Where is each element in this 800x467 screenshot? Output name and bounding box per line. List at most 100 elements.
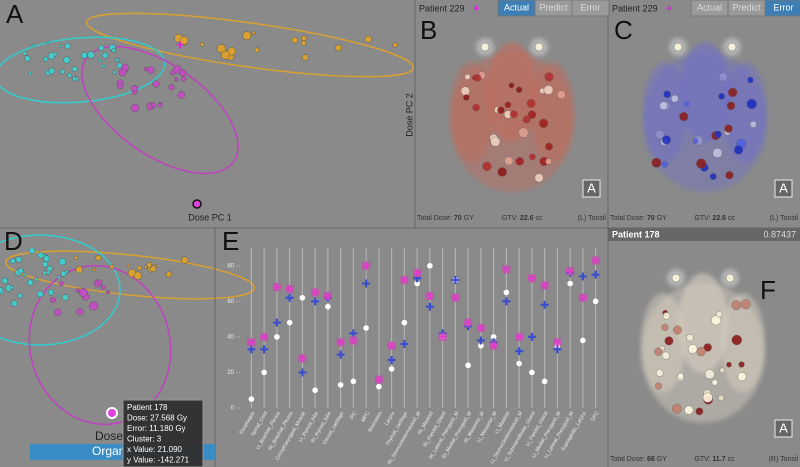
- patient-dot: [56, 294, 61, 298]
- organ-dot: [687, 344, 698, 354]
- dose-cross: [591, 256, 600, 265]
- y-tick-label: 80: [227, 263, 234, 269]
- cross: [553, 338, 562, 347]
- organ-button-label[interactable]: Organ: [92, 444, 125, 458]
- patient-dot: [111, 48, 117, 53]
- view-tab[interactable]: [764, 0, 800, 17]
- dose-cross: [540, 281, 549, 290]
- patient-dot: [97, 58, 102, 63]
- view-tab-label[interactable]: Error: [581, 2, 601, 12]
- footer-part: GTV:: [694, 456, 710, 463]
- footer-part: GTV:: [694, 215, 710, 222]
- organ-dot: [472, 103, 481, 112]
- organ-dot: [677, 372, 684, 380]
- organ-dot: [717, 394, 725, 402]
- patient-dot: [58, 44, 63, 49]
- cross: [298, 354, 307, 363]
- dose-cross: [515, 332, 524, 341]
- tooltip-line: y Value: -142.271: [127, 456, 190, 465]
- cross: [566, 267, 575, 276]
- cross: [349, 329, 358, 338]
- cross: [527, 332, 536, 341]
- cross: [260, 345, 269, 354]
- organ-dot: [527, 110, 537, 119]
- patient-dot: [149, 265, 157, 273]
- cross: [578, 293, 587, 302]
- patient-dot: [47, 52, 56, 60]
- organ-dot: [490, 136, 501, 147]
- cross: [438, 332, 447, 341]
- actual-dose: [286, 319, 293, 326]
- cross: [489, 341, 498, 350]
- organ-shape: [450, 62, 494, 162]
- organ-dot: [545, 158, 552, 165]
- organ-dot: [538, 118, 549, 129]
- organ-shape: [530, 62, 574, 162]
- cross: [272, 283, 281, 292]
- patient-dot: [254, 47, 260, 53]
- view-tab[interactable]: [571, 0, 610, 17]
- actual-dose: [465, 362, 471, 369]
- organ-dot: [683, 101, 690, 107]
- patient-dot: [60, 270, 67, 277]
- patient-dot: [46, 40, 51, 45]
- patient-dot: [42, 261, 49, 268]
- dose-cross: [591, 270, 600, 279]
- patient-dot: [301, 54, 309, 61]
- cross: [591, 256, 600, 265]
- patient-name: Patient 229: [612, 3, 658, 13]
- organ-dot: [719, 367, 725, 374]
- patient-dot: [43, 255, 50, 262]
- organ-dot: [655, 129, 665, 140]
- cluster-hull: [0, 36, 166, 104]
- footer-part: Total Dose:: [610, 215, 645, 222]
- organ-dot: [509, 110, 518, 119]
- organ-dot: [663, 90, 671, 99]
- view-tab-label[interactable]: Predict: [732, 2, 761, 12]
- actual-dose: [529, 369, 535, 376]
- organ-shape: [721, 293, 765, 393]
- organ-dot: [497, 106, 505, 114]
- organ-dot: [737, 372, 747, 382]
- x-axis-label: Dose PC 1: [188, 212, 232, 222]
- dose-cross: [311, 297, 320, 306]
- footer-part: cc: [535, 215, 543, 222]
- cross: [260, 332, 269, 341]
- actual-dose: [261, 369, 267, 376]
- actual-dose: [567, 280, 573, 287]
- organ-dot: [515, 157, 525, 166]
- dose-cross: [438, 332, 447, 341]
- actual-dose: [503, 289, 510, 296]
- view-tab-label[interactable]: Actual: [504, 2, 529, 12]
- organ-shape: [641, 293, 685, 393]
- organ-dot: [746, 98, 757, 110]
- view-tab-label[interactable]: Predict: [539, 2, 568, 12]
- panel-label: C: [614, 15, 633, 45]
- y-tick-label: 0: [231, 406, 235, 412]
- dose-cross: [425, 302, 434, 311]
- footer-part: 70: [454, 215, 462, 222]
- match-patient: Patient 178: [612, 229, 660, 239]
- patient-dot: [87, 51, 95, 59]
- footer-part: cc: [728, 456, 736, 463]
- total-dose: Total Dose: 70 GY: [417, 215, 474, 222]
- organ-shape: [723, 62, 767, 162]
- view-tab-label[interactable]: Error: [774, 2, 794, 12]
- cross: [476, 336, 485, 345]
- actual-dose: [325, 303, 331, 310]
- dose-cross: [349, 329, 358, 338]
- tooltip-line: x Value: 21.090: [127, 445, 183, 454]
- patient-dot: [168, 84, 175, 91]
- organ-dot: [659, 101, 668, 110]
- cross: [336, 338, 345, 347]
- patient-dot: [17, 292, 24, 299]
- patient-dot: [133, 271, 143, 280]
- patient-dot: [54, 308, 62, 317]
- patient-dot: [17, 267, 24, 274]
- view-tab-label[interactable]: Actual: [697, 2, 722, 12]
- y-axis-label: Dose PC 2: [404, 93, 414, 137]
- dose-cross: [451, 276, 460, 284]
- patient-dot: [143, 66, 149, 72]
- panel-label: F: [760, 275, 776, 305]
- organ-dot: [726, 361, 732, 368]
